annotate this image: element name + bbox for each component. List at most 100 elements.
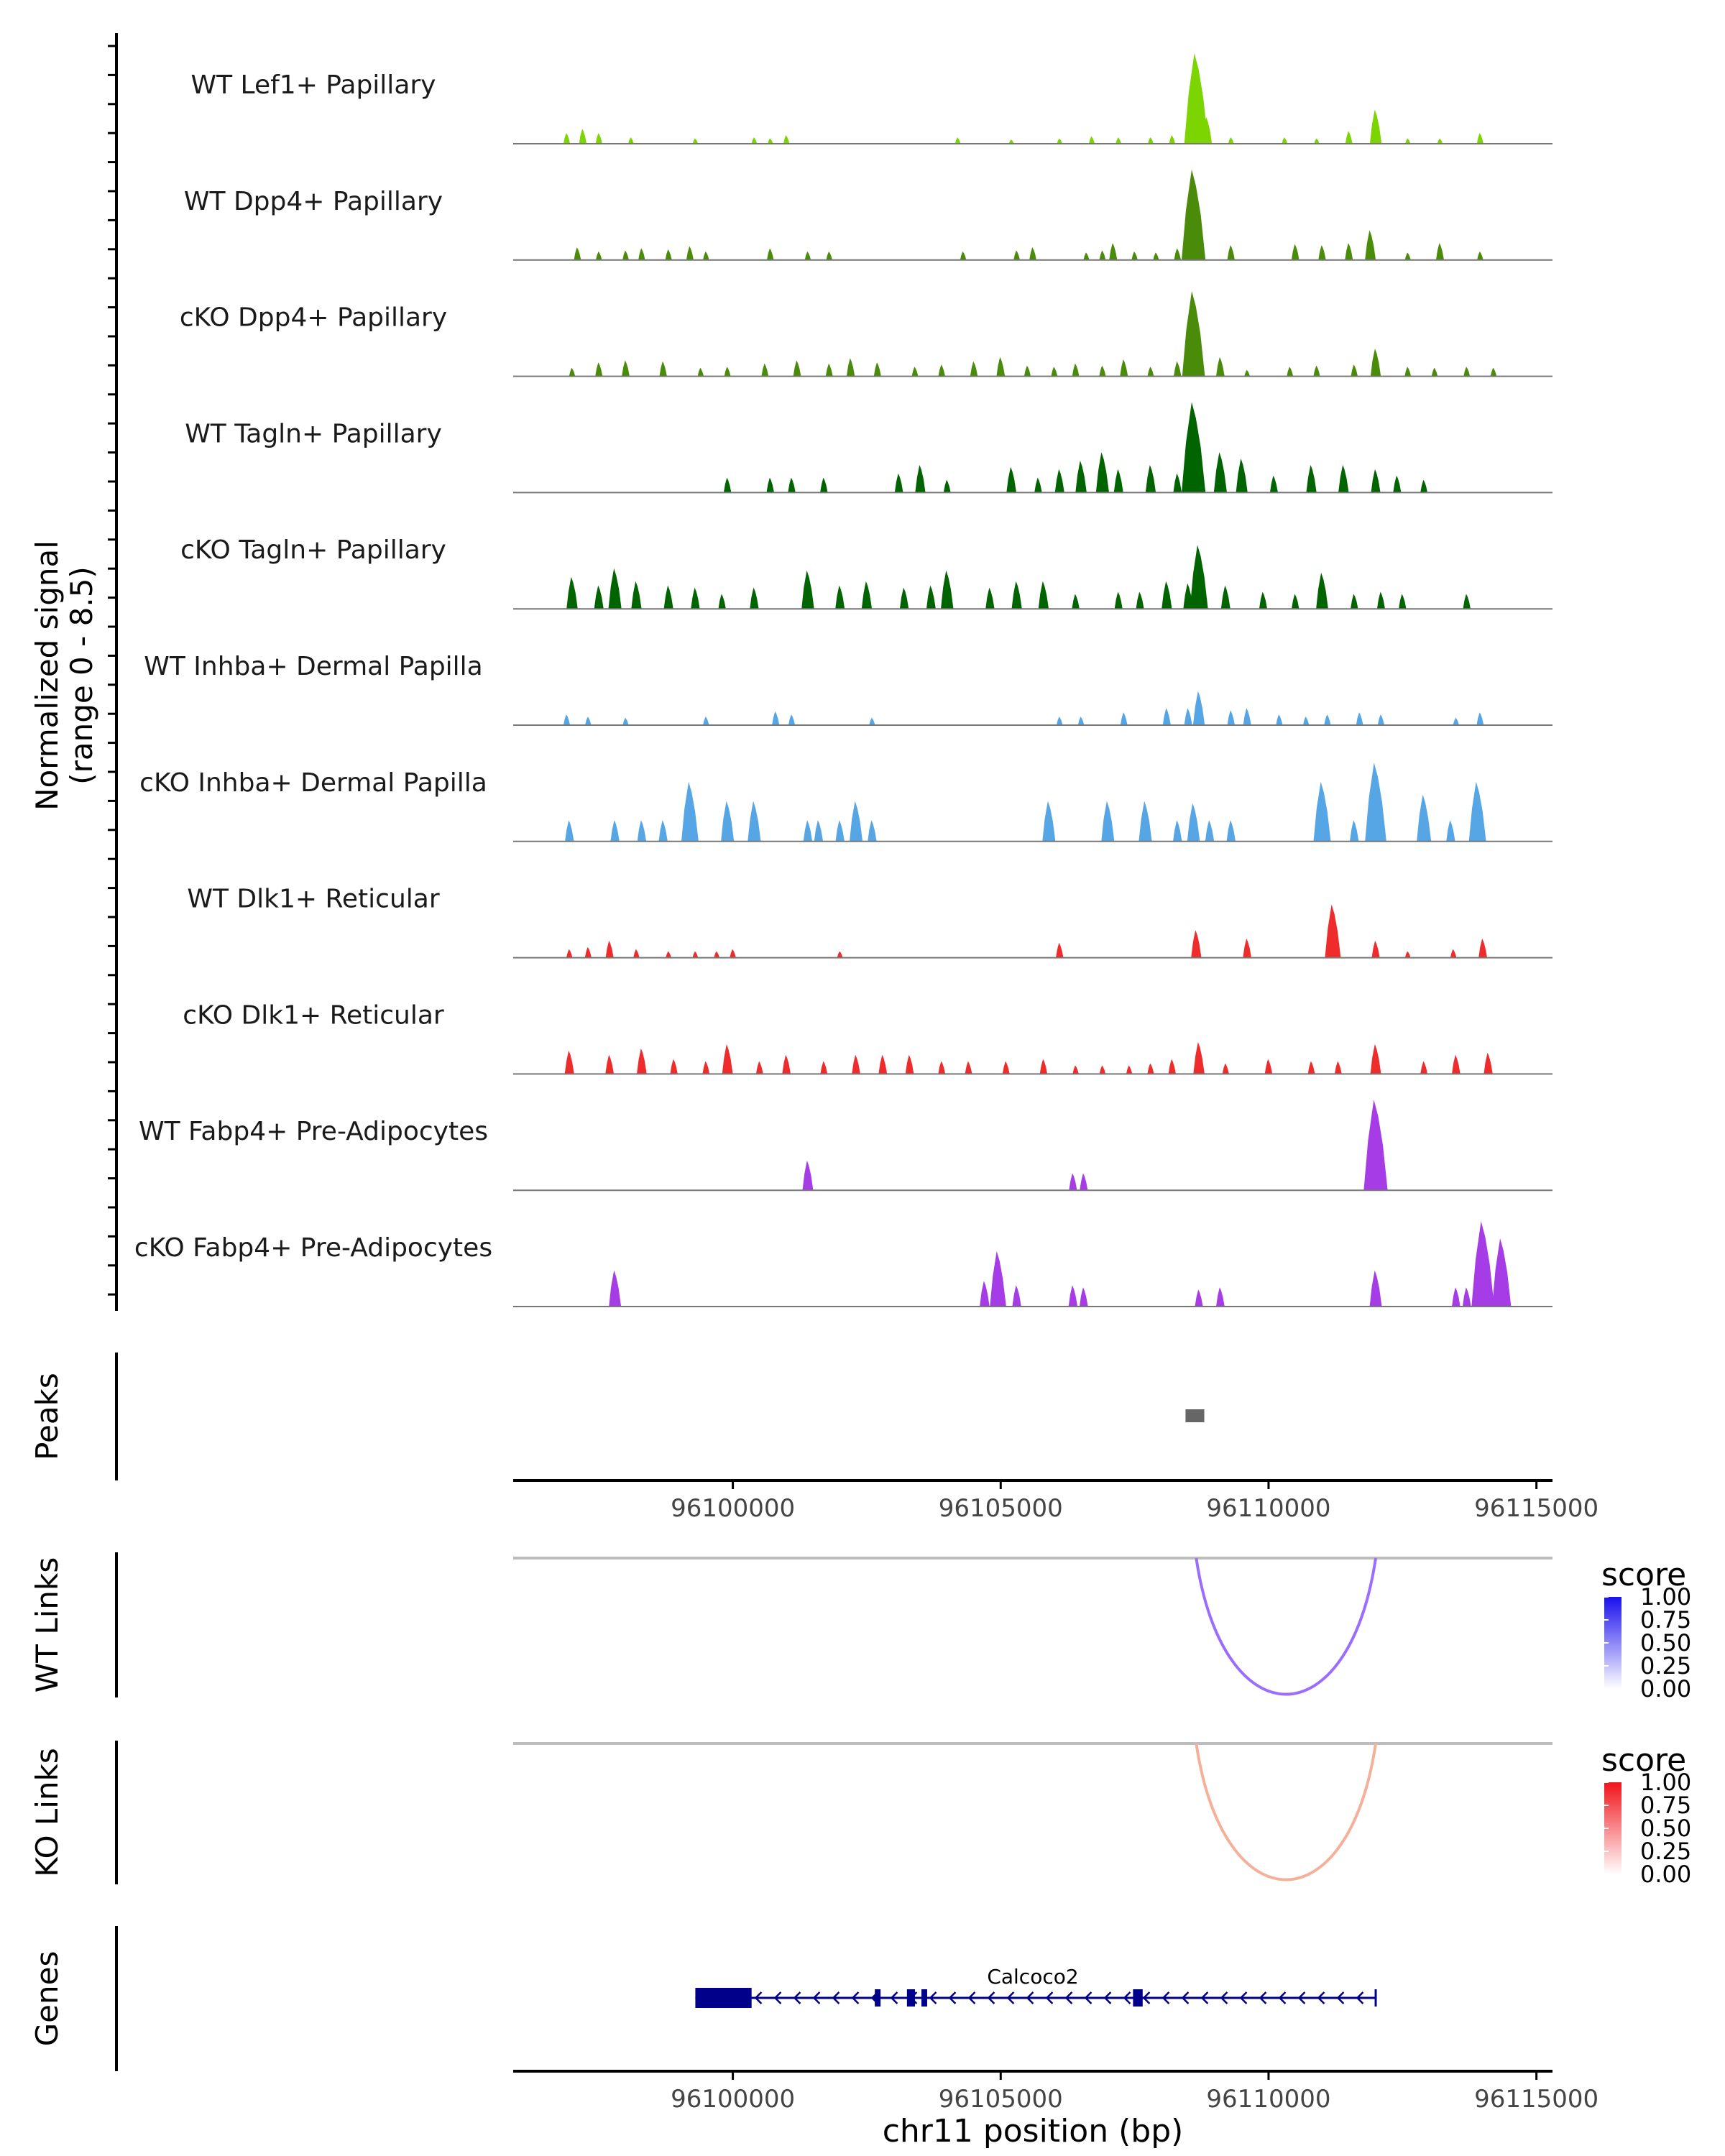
signal-peak [1350, 820, 1359, 842]
strand-arrow [1259, 1991, 1267, 2004]
signal-peak [722, 1044, 733, 1074]
signal-peak [1325, 904, 1341, 958]
signal-peak [1051, 367, 1058, 377]
signal-peak [1236, 459, 1248, 493]
signal-peak [1168, 1059, 1176, 1074]
track-7: WT Dlk1+ Reticular [187, 885, 1552, 959]
strand-arrow [1239, 1991, 1248, 2004]
signal-peak [631, 581, 642, 609]
signal-peak [1370, 349, 1381, 377]
signal-peak [1492, 1238, 1512, 1307]
signal-peak [1034, 477, 1042, 493]
signal-peak [1114, 591, 1123, 609]
signal-peak [1276, 714, 1283, 725]
signal-peak [730, 949, 736, 958]
signal-peak [783, 135, 790, 144]
signal-peak [1243, 938, 1251, 958]
legend-title: score [1601, 1557, 1686, 1593]
strand-arrow [1336, 1991, 1345, 2004]
signal-peak [1193, 1041, 1205, 1074]
signal-peak [1174, 361, 1182, 377]
signal-peak [1376, 591, 1385, 609]
track-10: cKO Fabp4+ Pre-Adipocytes [134, 1221, 1552, 1307]
strand-arrow [1123, 1991, 1131, 2004]
signal-peak [1192, 691, 1205, 725]
signal-peak [1120, 712, 1128, 725]
signal-peak [1182, 291, 1205, 377]
signal-peak [1417, 794, 1432, 842]
signal-peak [1292, 594, 1300, 609]
genes-panel-label: Genes [29, 1951, 65, 2047]
signal-peak [566, 576, 578, 609]
signal-peak [1371, 940, 1380, 958]
signal-peak [1306, 464, 1317, 493]
signal-peak [804, 251, 811, 260]
track-2: cKO Dpp4+ Papillary [180, 291, 1552, 377]
signal-peak [1307, 1061, 1315, 1074]
signal-peak [751, 137, 758, 144]
signal-peak [820, 1061, 828, 1074]
signal-peak [703, 717, 709, 725]
signal-peak [1282, 137, 1288, 144]
signal-peak [761, 363, 769, 377]
signal-peak [686, 246, 694, 260]
signal-peak [563, 714, 571, 725]
signal-peak [1435, 243, 1444, 260]
signal-peak [670, 1059, 678, 1074]
signal-peak [703, 251, 709, 260]
signal-peak [1162, 581, 1172, 609]
signal-peak [1222, 1063, 1229, 1074]
track-8: cKO Dlk1+ Reticular [183, 1000, 1552, 1075]
signal-peak [605, 940, 614, 958]
signal-peak [750, 587, 759, 609]
signal-peak [814, 820, 824, 842]
signal-peak [663, 585, 673, 609]
signal-peak [666, 951, 672, 958]
x-axis-bottom-tick-label: 96115000 [1474, 2085, 1598, 2114]
track-1: WT Dpp4+ Papillary [184, 169, 1552, 261]
signal-peak [724, 367, 731, 377]
signal-peak [1420, 479, 1427, 493]
strand-arrow [1278, 1991, 1287, 2004]
signal-peak [801, 570, 814, 609]
signal-peak [850, 801, 863, 842]
signal-peak [1190, 545, 1208, 609]
x-axis-top-tick-label: 96100000 [671, 1494, 795, 1523]
signal-peak [960, 251, 967, 260]
signal-peak [926, 585, 936, 609]
signal-peak [1056, 942, 1064, 958]
y-axis-label: Normalized signal [29, 540, 65, 811]
signal-peak [1476, 133, 1484, 144]
strand-arrow [832, 1991, 840, 2004]
track-label: WT Dpp4+ Papillary [184, 187, 443, 216]
track-label: cKO Dpp4+ Papillary [180, 303, 447, 333]
signal-peak [1148, 137, 1154, 144]
signal-peak [565, 820, 574, 842]
signal-peak [868, 820, 877, 842]
signal-peak [1075, 460, 1087, 493]
signal-peak [1109, 243, 1118, 260]
signal-peak [1269, 475, 1278, 493]
signal-peak [633, 949, 640, 958]
signal-peak [825, 363, 833, 377]
signal-peak [1351, 364, 1358, 377]
signal-peak [1404, 951, 1411, 958]
strand-arrow [1026, 1991, 1034, 2004]
signal-peak [1399, 594, 1407, 609]
signal-peak [766, 477, 774, 493]
strand-arrow [793, 1991, 801, 2004]
signal-peak [1195, 1289, 1203, 1307]
link-arc [1195, 1743, 1378, 1881]
strand-arrow [1162, 1991, 1170, 2004]
signal-peak [1184, 708, 1192, 725]
signal-peak [938, 1061, 946, 1074]
signal-peak [1365, 763, 1386, 842]
signal-peak [1462, 1287, 1471, 1307]
track-label: WT Fabp4+ Pre-Adipocytes [139, 1117, 488, 1146]
signal-peak [1054, 469, 1064, 493]
signal-peak [1243, 708, 1251, 725]
signal-peak [996, 356, 1006, 377]
signal-peak [954, 137, 961, 144]
signal-peak [1226, 820, 1236, 842]
